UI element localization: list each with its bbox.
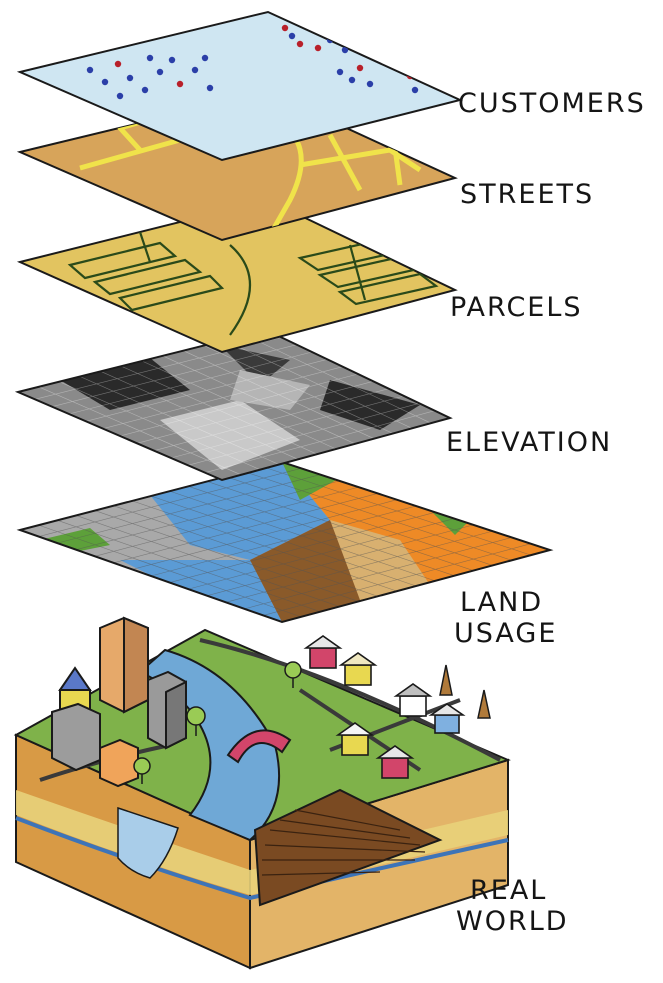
trees	[133, 661, 491, 784]
customer-dot-blue	[206, 84, 214, 92]
layer-label-customers: CUSTOMERS	[458, 88, 646, 119]
elevation-layer	[14, 328, 453, 482]
customer-dot-blue	[101, 78, 109, 86]
waterfall	[117, 806, 179, 879]
plowed-field	[253, 788, 443, 907]
customer-dot-blue	[416, 60, 424, 68]
customer-dot-red	[314, 44, 322, 52]
customer-dot-red	[296, 40, 304, 48]
customer-dot-blue	[168, 56, 176, 64]
layer-label-real-world: REAL WORLD	[456, 875, 569, 937]
land-usage-line-2: USAGE	[454, 618, 558, 650]
real-world-layer	[13, 616, 511, 970]
customer-dot-blue	[116, 92, 124, 100]
layer-label-elevation: ELEVATION	[446, 427, 613, 458]
customer-dot-blue	[201, 54, 209, 62]
customer-dot-red	[114, 60, 122, 68]
customer-dot-blue	[396, 64, 404, 72]
customer-dot-blue	[348, 76, 356, 84]
layer-label-streets: STREETS	[460, 179, 595, 210]
layer-label-parcels: PARCELS	[450, 292, 583, 323]
customer-dot-blue	[126, 74, 134, 82]
customer-dot-blue	[86, 66, 94, 74]
customer-dot-red	[424, 76, 432, 84]
customer-dot-blue	[336, 68, 344, 76]
river	[138, 648, 281, 842]
real-world-line-1: REAL	[470, 875, 548, 906]
customer-dot-red	[281, 24, 289, 32]
customer-dot-red	[356, 64, 364, 72]
water-stratum	[15, 816, 509, 901]
houses	[303, 635, 466, 779]
real-world-line-2: WORLD	[456, 906, 569, 938]
layer-label-land-usage: LAND USAGE	[454, 587, 557, 649]
land-usage-layer	[16, 460, 554, 624]
bridge	[226, 729, 292, 764]
customer-dot-blue	[156, 68, 164, 76]
land-usage-line-1: LAND	[460, 587, 544, 618]
customer-dot-blue	[411, 86, 419, 94]
customer-dot-blue	[146, 54, 154, 62]
customer-dot-blue	[341, 46, 349, 54]
customer-dot-blue	[366, 80, 374, 88]
city-buildings	[51, 616, 187, 788]
customer-dot-red	[176, 80, 184, 88]
customer-dot-blue	[288, 32, 296, 40]
customer-dot-blue	[141, 86, 149, 94]
customer-dot-blue	[191, 66, 199, 74]
